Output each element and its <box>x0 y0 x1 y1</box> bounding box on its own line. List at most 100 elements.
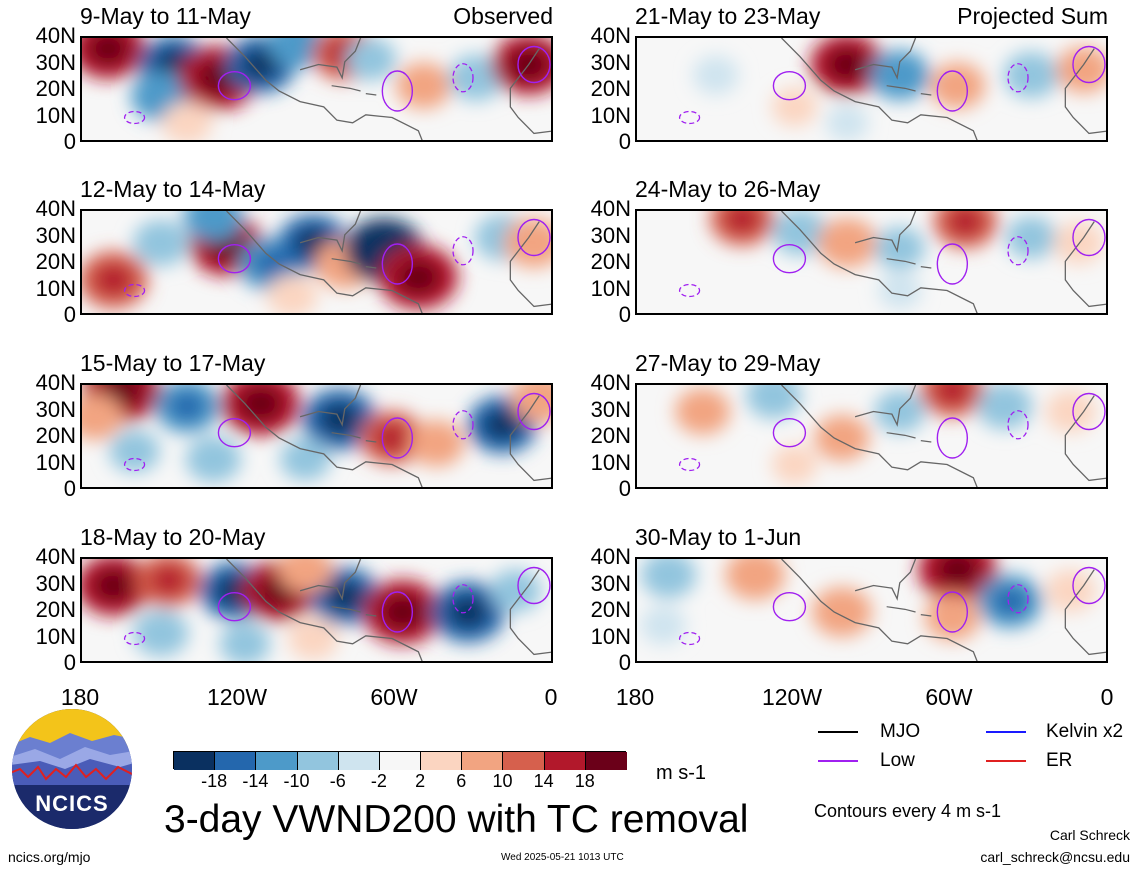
coastline-africa-left-1 <box>509 221 551 308</box>
coastline-americas-right-2 <box>781 385 978 487</box>
anomaly-core-right-1-0 <box>724 211 760 234</box>
anomaly-blob-left-3-9 <box>288 617 339 660</box>
anomaly-blob-left-1-1 <box>133 219 189 266</box>
colorbar-swatch-9 <box>544 752 586 770</box>
coastline-caribbean-left-1 <box>331 258 377 269</box>
coastline-americas-right-0 <box>781 38 978 140</box>
map-svg-right-2 <box>637 385 1106 487</box>
colorbar-label-9: 18 <box>574 771 595 791</box>
anomaly-blob-right-2-5 <box>977 385 1033 430</box>
low-contour-dashed-left-3-0 <box>452 584 474 614</box>
low-contour-right-0-2 <box>1072 45 1106 84</box>
colorbar-swatch-0 <box>174 752 216 770</box>
y-tick-left-3-2: 20N <box>35 597 76 622</box>
author-email[interactable]: carl_schreck@ncsu.edu <box>980 849 1130 865</box>
low-contour-left-1-2 <box>517 218 551 257</box>
units-label: m s-1 <box>656 762 706 784</box>
low-contour-dashed-right-0-0 <box>1007 63 1029 93</box>
colorbar-swatch-10 <box>585 752 627 770</box>
anomaly-blob-right-0-7 <box>825 104 869 140</box>
low-contour-dashed-right-2-0 <box>1007 410 1029 440</box>
map-svg-left-2 <box>82 385 551 487</box>
low-contour-left-1-1 <box>381 243 414 285</box>
anomaly-core-left-1-0 <box>94 264 133 296</box>
anomaly-blob-right-3-1 <box>725 559 786 600</box>
y-tick-left-1-3: 30N <box>35 222 76 248</box>
anomaly-blob-right-1-5 <box>1005 216 1057 259</box>
anomaly-blob-left-3-7 <box>133 610 189 657</box>
y-tick-right-3-4: 40N <box>590 544 631 569</box>
colorbar-label-3: -6 <box>329 771 346 791</box>
anomaly-blob-left-2-7 <box>109 429 160 473</box>
colorbar-swatch-1 <box>215 752 257 770</box>
map-panel-right-2 <box>635 383 1108 489</box>
anomaly-blob-left-2-8 <box>185 436 241 483</box>
y-tick-left-0-4: 40N <box>35 23 76 48</box>
map-panel-right-1 <box>635 209 1108 315</box>
legend-label-er: ER <box>1046 750 1073 771</box>
colorbar-label-2: -10 <box>283 771 310 791</box>
anomaly-blob-left-3-8 <box>219 622 271 661</box>
anomaly-core-left-3-5 <box>380 594 425 630</box>
website-link[interactable]: ncics.org/mjo <box>8 849 91 865</box>
colorbar-label-6: 6 <box>456 771 467 791</box>
anomaly-core-left-0-0 <box>87 38 129 66</box>
anomaly-blob-left-1-11 <box>267 274 318 313</box>
panel-title-left-3: 18-May to 20-May <box>80 524 266 550</box>
panel-title-right-1: 24-May to 26-May <box>635 176 821 202</box>
coastline-americas-left-1 <box>226 211 423 313</box>
coastline-gulf-left-3 <box>299 559 362 601</box>
y-tick-right-2-3: 30N <box>590 396 631 422</box>
anomaly-blob-right-2-7 <box>771 444 818 485</box>
coastline-africa-right-1 <box>1064 221 1106 308</box>
low-contour-dashed-left-2-1 <box>123 457 146 472</box>
colorbar-swatch-4 <box>338 752 380 770</box>
anomaly-core-left-2-4 <box>374 423 410 453</box>
y-tick-left-2-4: 40N <box>35 370 76 395</box>
y-tick-right-3-0: 0 <box>618 650 631 675</box>
anomaly-blob-left-3-10 <box>490 569 541 613</box>
low-contour-right-3-0 <box>772 592 807 622</box>
ncics-logo: NCICS <box>10 707 134 831</box>
x-tick-120w-right: 120W <box>761 684 823 710</box>
column-label-right: Projected Sum <box>957 3 1108 29</box>
y-tick-right-3-2: 20N <box>590 597 631 622</box>
anomaly-blob-left-0-8 <box>396 62 452 109</box>
anomaly-blob-right-0-5 <box>693 55 739 95</box>
y-tick-left-0-1: 10N <box>35 102 76 128</box>
legend-label-low: Low <box>880 750 915 771</box>
anomaly-core-left-0-4 <box>241 48 280 81</box>
legend-swatch-low <box>818 760 858 762</box>
map-panel-right-3 <box>635 557 1108 663</box>
low-contour-dashed-left-0-0 <box>452 63 474 93</box>
colorbar-label-0: -18 <box>201 771 228 791</box>
low-contour-right-0-1 <box>936 70 969 112</box>
coastline-americas-right-1 <box>781 211 978 313</box>
y-tick-left-3-3: 30N <box>35 570 76 596</box>
low-contour-dashed-right-3-0 <box>1007 584 1029 614</box>
y-tick-right-1-0: 0 <box>618 302 631 327</box>
legend-label-mjo: MJO <box>880 721 921 742</box>
panel-title-left-1: 12-May to 14-May <box>80 176 266 202</box>
anomaly-blob-right-1-7 <box>878 271 922 310</box>
coastline-africa-left-3 <box>509 569 551 656</box>
y-tick-left-3-1: 10N <box>35 623 76 649</box>
colorbar <box>173 751 627 770</box>
coastline-americas-left-0 <box>226 38 423 140</box>
low-contour-dashed-left-1-0 <box>452 236 474 266</box>
low-contour-left-3-2 <box>517 566 551 605</box>
y-tick-right-0-3: 30N <box>590 49 631 75</box>
anomaly-core-left-3-1 <box>150 565 187 595</box>
low-contour-left-1-0 <box>217 244 252 274</box>
low-contour-right-1-2 <box>1072 218 1106 257</box>
anomaly-blob-right-1-3 <box>874 226 925 270</box>
colorbar-swatch-2 <box>256 752 298 770</box>
anomaly-blob-left-2-11 <box>511 385 551 424</box>
y-tick-left-2-1: 10N <box>35 449 76 475</box>
anomaly-blob-right-2-6 <box>1045 390 1096 433</box>
colorbar-label-4: -2 <box>370 771 387 791</box>
panel-title-left-0: 9-May to 11-May <box>80 3 251 29</box>
colorbar-swatch-3 <box>297 752 339 770</box>
y-tick-right-2-1: 10N <box>590 449 631 475</box>
coastline-africa-right-3 <box>1064 569 1106 656</box>
